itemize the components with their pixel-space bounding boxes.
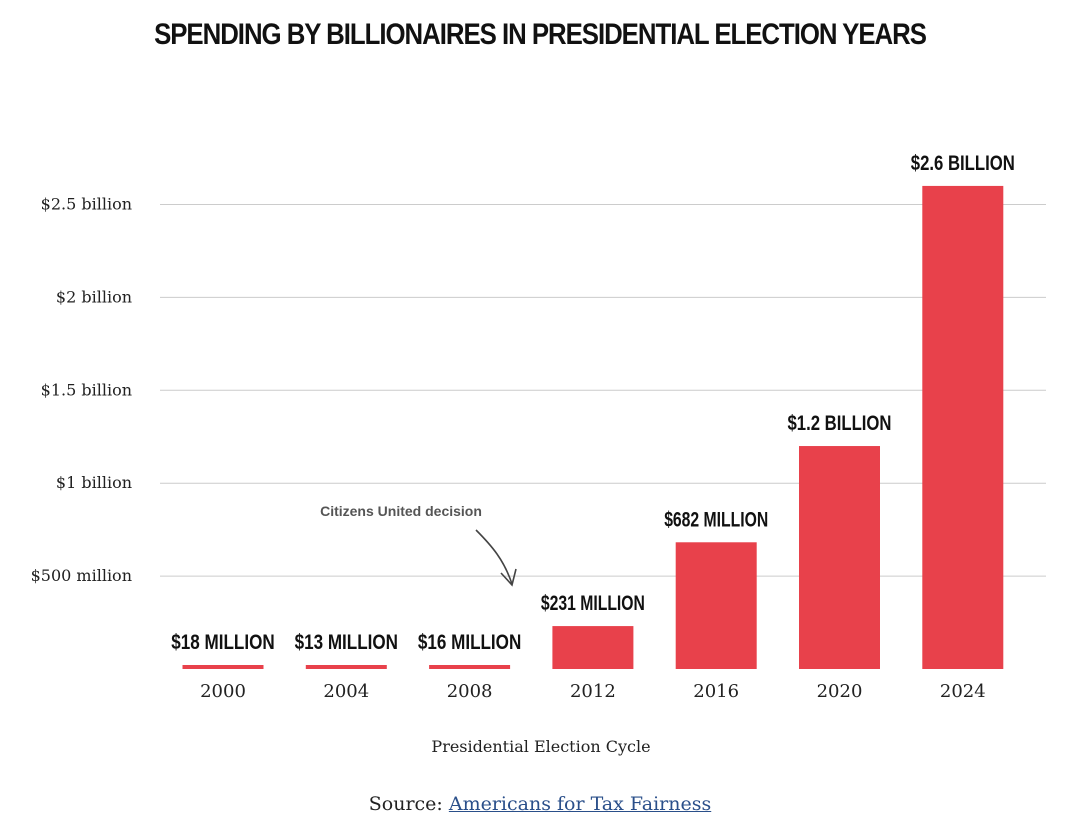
annotation-arrowhead-icon [500, 568, 517, 587]
x-tick-label: 2020 [817, 681, 863, 702]
source-link[interactable]: Americans for Tax Fairness [448, 793, 712, 815]
annotation-arrow-icon [475, 529, 513, 585]
bar-2024 [922, 185, 1004, 670]
data-label: $2.6 BILLION [911, 152, 1015, 175]
source-prefix: Source: [368, 793, 443, 815]
data-labels: $18 MILLION $13 MILLION $16 MILLION $231 MI… [171, 152, 1014, 654]
data-label: $231 MILLION [541, 592, 645, 615]
x-axis-label: Presidential Election Cycle [431, 737, 650, 756]
y-tick-label: $500 million [31, 566, 132, 585]
x-tick-label: 2012 [570, 681, 616, 702]
x-tick-label: 2004 [323, 681, 369, 702]
citizens-united-annotation: Citizens United decision [320, 503, 517, 587]
bar-2016 [675, 542, 757, 669]
bars [182, 185, 1004, 670]
source-line: Source: Americans for Tax Fairness [0, 793, 1080, 815]
x-tick-label: 2024 [940, 681, 986, 702]
annotation-text: Citizens United decision [320, 503, 482, 519]
data-label: $18 MILLION [171, 631, 274, 654]
y-tick-label: $1 billion [56, 473, 132, 492]
bar-2020 [799, 446, 880, 669]
y-tick-label: $2 billion [56, 287, 132, 306]
y-tick-label: $1.5 billion [41, 380, 132, 399]
data-label: $682 MILLION [664, 508, 768, 531]
grid-lines [160, 204, 1046, 577]
chart-title: SPENDING BY BILLIONAIRES IN PRESIDENTIAL… [154, 18, 927, 51]
bar-2000 [182, 665, 264, 669]
y-axis-ticks: $500 million $1 billion $1.5 billion $2 bil… [31, 195, 132, 586]
x-axis-ticks: 2000 2004 2008 2012 2016 2020 2024 [200, 681, 986, 702]
x-tick-label: 2000 [200, 681, 246, 702]
y-tick-label: $2.5 billion [41, 195, 132, 214]
bar-2004 [305, 665, 387, 669]
x-tick-label: 2016 [693, 681, 739, 702]
bar-2008 [429, 665, 511, 669]
data-label: $1.2 BILLION [788, 412, 892, 435]
bar-2012 [552, 626, 634, 669]
x-tick-label: 2008 [447, 681, 493, 702]
data-label: $16 MILLION [418, 631, 521, 654]
data-label: $13 MILLION [295, 631, 398, 654]
